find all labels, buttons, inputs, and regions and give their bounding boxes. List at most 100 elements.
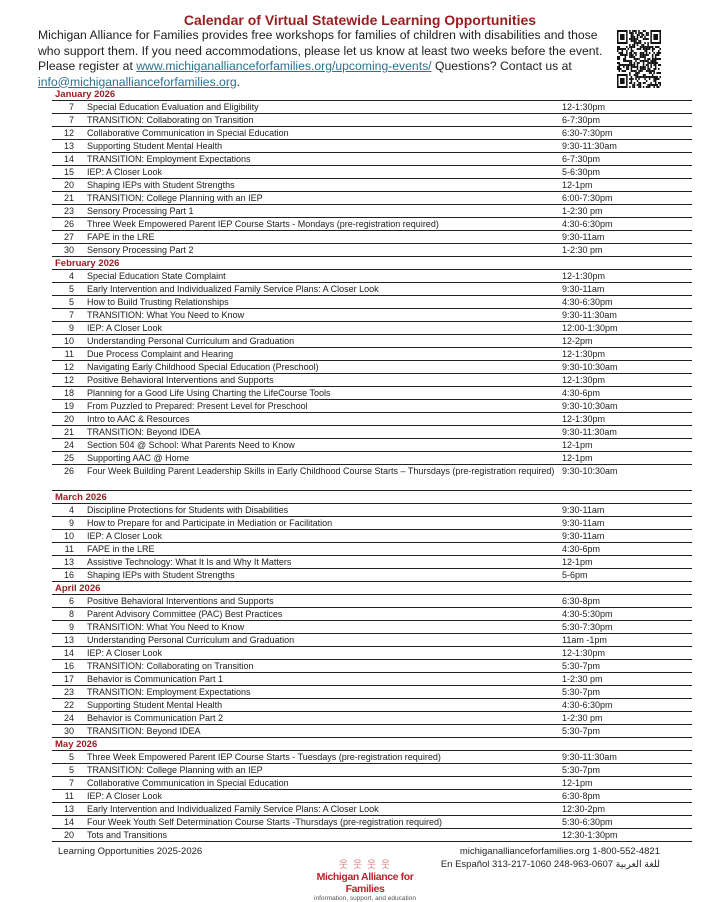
event-time: 9:30-11:30am <box>562 752 617 762</box>
qr-module <box>623 58 625 60</box>
event-row: 20 Intro to AAC & Resources 12-1:30pm <box>52 413 692 426</box>
event-row: 7 Collaborative Communication in Special … <box>52 777 692 790</box>
qr-module <box>642 76 645 78</box>
qr-module <box>644 30 646 32</box>
qr-module <box>638 32 640 34</box>
qr-module <box>645 52 648 54</box>
qr-module <box>635 32 637 34</box>
event-title: IEP: A Closer Look <box>87 791 163 801</box>
event-date: 14 <box>63 648 74 658</box>
qr-module <box>638 40 640 42</box>
qr-module <box>627 66 630 68</box>
event-time: 4:30-6pm <box>562 388 601 398</box>
qr-module <box>656 84 658 86</box>
qr-module <box>656 86 658 88</box>
event-time: 11am -1pm <box>562 635 607 645</box>
qr-module <box>627 60 630 62</box>
event-time: 9:30-11am <box>562 232 605 242</box>
qr-module <box>642 38 645 40</box>
logo-figures-icon: 웃 웃 웃 웃 <box>338 860 392 871</box>
qr-module <box>651 74 654 76</box>
event-date: 26 <box>63 219 74 229</box>
event-time: 12-1pm <box>562 557 593 567</box>
qr-module <box>644 38 646 40</box>
qr-module <box>636 42 639 44</box>
qr-module <box>617 62 619 64</box>
qr-code-icon[interactable] <box>617 30 661 88</box>
qr-module <box>633 84 636 86</box>
qr-module <box>635 52 637 54</box>
qr-module <box>639 56 642 58</box>
event-date: 7 <box>68 102 74 112</box>
event-title: Sensory Processing Part 1 <box>87 206 194 216</box>
event-time: 4:30-6:30pm <box>562 700 613 710</box>
qr-module <box>633 82 636 84</box>
qr-module <box>618 68 621 70</box>
event-time: 9:30-11am <box>562 531 605 541</box>
event-time: 12-1:30pm <box>562 271 606 281</box>
event-date: 20 <box>63 180 74 190</box>
qr-module <box>635 70 637 72</box>
qr-module <box>654 76 657 78</box>
qr-finder <box>620 34 625 40</box>
qr-module <box>651 84 654 86</box>
event-title: Four Week Building Parent Leadership Ski… <box>87 466 555 476</box>
qr-module <box>647 46 649 48</box>
qr-module <box>635 42 637 44</box>
month-header: February 2026 <box>52 257 692 270</box>
qr-module <box>638 86 640 88</box>
event-date: 4 <box>68 505 74 515</box>
qr-module <box>620 68 622 70</box>
qr-module <box>653 64 655 66</box>
qr-module <box>642 60 645 62</box>
event-row: 9 TRANSITION: What You Need to Know 5:30-7… <box>52 621 692 634</box>
qr-module <box>629 72 631 74</box>
event-date: 17 <box>63 674 74 684</box>
month-header: March 2026 <box>52 491 692 504</box>
event-row: 5 Early Intervention and Individualized F… <box>52 283 692 296</box>
qr-module <box>659 82 661 84</box>
event-row: 20 Tots and Transitions 12:30-1:30pm <box>52 829 692 842</box>
event-row: 10 IEP: A Closer Look 9:30-11am <box>52 530 692 543</box>
qr-module <box>635 78 637 80</box>
event-title: Supporting Student Mental Health <box>87 141 223 151</box>
event-date: 12 <box>63 362 74 372</box>
event-row: 30 TRANSITION: Beyond IDEA 5:30-7pm <box>52 725 692 738</box>
qr-module <box>630 46 633 48</box>
qr-module <box>654 56 657 58</box>
qr-module <box>656 78 658 80</box>
qr-module <box>644 36 646 38</box>
qr-module <box>629 62 631 64</box>
event-row: 25 Supporting AAC @ Home 12-1pm <box>52 452 692 465</box>
event-time: 5:30-7pm <box>562 765 601 775</box>
logo-tagline: information, support, and education <box>314 895 416 902</box>
register-link[interactable]: www.michiganallianceforfamilies.org/upco… <box>136 59 432 73</box>
qr-module <box>641 68 643 70</box>
email-link[interactable]: info@michiganallianceforfamilies.org <box>38 74 237 89</box>
event-title: Sensory Processing Part 2 <box>87 245 194 255</box>
qr-module <box>653 78 655 80</box>
qr-module <box>633 44 636 46</box>
qr-module <box>630 34 633 36</box>
event-title: Understanding Personal Curriculum and Gr… <box>87 336 295 346</box>
qr-module <box>617 56 619 58</box>
qr-module <box>638 48 640 50</box>
event-title: IEP: A Closer Look <box>87 323 163 333</box>
qr-module <box>639 60 642 62</box>
qr-module <box>633 36 636 38</box>
event-date: 19 <box>63 401 74 411</box>
qr-module <box>639 54 642 56</box>
qr-module <box>654 84 657 86</box>
event-time: 5:30-7pm <box>562 726 601 736</box>
qr-module <box>641 56 643 58</box>
qr-module <box>623 66 625 68</box>
event-date: 5 <box>68 297 74 307</box>
event-row: 26 Three Week Empowered Parent IEP Course… <box>52 218 692 231</box>
qr-module <box>650 46 652 48</box>
event-time: 5:30-7:30pm <box>562 622 613 632</box>
event-date: 20 <box>63 830 74 840</box>
qr-module <box>651 48 654 50</box>
qr-module <box>636 68 639 70</box>
qr-finder <box>653 34 658 40</box>
event-row: 17 Behavior is Communication Part 1 1-2:30… <box>52 673 692 686</box>
